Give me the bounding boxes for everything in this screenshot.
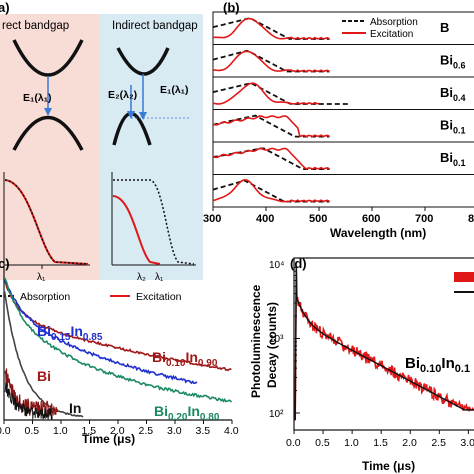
direct-e1-label: E₁(λ₁) bbox=[23, 92, 52, 104]
b-absorption-curve bbox=[213, 18, 330, 39]
panel-b-rows: BBi0.6Bi0.4Bi0.1Bi0.1 bbox=[213, 18, 474, 201]
c-label-bi: Bi bbox=[37, 368, 51, 384]
b-xtick-label: 700 bbox=[415, 213, 433, 225]
direct-lambda1-label: λ₁ bbox=[37, 272, 46, 283]
indirect-e1-label: E₁(λ₁) bbox=[160, 84, 189, 96]
c-xtick-label: 0.0 bbox=[0, 425, 11, 437]
b-excitation-curve bbox=[213, 180, 330, 202]
b-excitation-curve bbox=[213, 83, 319, 104]
c-xtick-label: 3.5 bbox=[196, 425, 211, 437]
panel-d-xlabel: Time (μs) bbox=[362, 459, 415, 473]
b-row-label-sub: 0.1 bbox=[453, 158, 466, 168]
panel-d-xticks: 0.00.51.01.52.02.53.03. bbox=[286, 430, 474, 449]
c-xtick-label: 4.0 bbox=[224, 425, 239, 437]
c-label-in: In bbox=[69, 400, 81, 416]
d-ylabel-line2: Decay (counts) bbox=[265, 302, 279, 388]
b-legend-excitation-text: Excitation bbox=[370, 29, 413, 40]
c-xtick-label: 3.0 bbox=[167, 425, 182, 437]
indirect-lambda2-label: λ₂ bbox=[137, 272, 146, 283]
b-row-label-main: Bi bbox=[440, 53, 453, 68]
panel-b-xlabel: Wavelength (nm) bbox=[330, 226, 426, 240]
b-row-label-main: B bbox=[440, 20, 449, 35]
c-label-bi015: Bi0.15In0.85 bbox=[37, 323, 103, 343]
d-legend-red-swatch bbox=[454, 272, 474, 282]
b-row-label: B bbox=[440, 20, 449, 35]
direct-title: rect bandgap bbox=[2, 20, 69, 32]
d-xtick-label: 1.5 bbox=[373, 437, 388, 449]
d-ytick-1e2: 10² bbox=[269, 409, 284, 420]
b-row-label: Bi0.1 bbox=[440, 150, 466, 168]
c-xtick-label: 1.0 bbox=[53, 425, 68, 437]
panel-c-xlabel: Time (μs) bbox=[82, 432, 135, 446]
b-xtick-label: 400 bbox=[256, 213, 274, 225]
indirect-title: Indirect bandgap bbox=[112, 20, 198, 32]
d-xtick-label: 2.0 bbox=[402, 437, 417, 449]
d-xtick-label: 0.5 bbox=[315, 437, 330, 449]
b-row-label-sub: 0.1 bbox=[453, 126, 466, 136]
d-ytick-1e4: 10⁴ bbox=[269, 260, 284, 271]
b-excitation-curve bbox=[213, 116, 330, 137]
panel-b: (b) BBi0.6Bi0.4Bi0.1Bi0.1 Absorption Exc… bbox=[203, 0, 474, 240]
panel-c-label: c) bbox=[0, 256, 10, 271]
b-excitation-curve bbox=[213, 19, 330, 39]
c-xtick-label: 2.5 bbox=[139, 425, 154, 437]
b-row-label: Bi0.1 bbox=[440, 118, 466, 136]
d-decay-data bbox=[295, 267, 474, 420]
d-ylabel-line1: Photoluminescence bbox=[249, 284, 263, 398]
panel-d-frame bbox=[294, 258, 474, 430]
b-xtick-label: 300 bbox=[203, 213, 221, 225]
panel-a-label: a) bbox=[0, 0, 10, 15]
b-row-label-sub: 0.6 bbox=[453, 61, 466, 71]
d-xtick-label: 1.0 bbox=[344, 437, 359, 449]
legend-excitation-text: Excitation bbox=[136, 291, 182, 303]
legend-absorption-text: Absorption bbox=[20, 291, 70, 303]
b-absorption-curve bbox=[213, 116, 330, 137]
b-row-label: Bi0.6 bbox=[440, 53, 466, 71]
b-absorption-curve bbox=[213, 83, 351, 104]
indirect-bg bbox=[100, 14, 203, 280]
b-absorption-curve bbox=[213, 148, 330, 169]
panel-d-curves bbox=[294, 267, 474, 420]
c-xtick-label: 0.5 bbox=[25, 425, 40, 437]
c-label-bi010: Bi0.10In0.90 bbox=[152, 349, 218, 369]
panel-c: c) 0.0 0.5 1.0 1.5 2.0 2.5 3.0 3.5 4.0 Bi0.15In0… bbox=[0, 256, 239, 446]
d-annotation: Bi0.10In0.1 bbox=[405, 355, 470, 375]
d-xtick-label: 0.0 bbox=[286, 437, 301, 449]
b-xtick-label: 500 bbox=[309, 213, 327, 225]
panel-d: (d) 0.00.51.01.52.02.53.03. 10⁴ 10³ 10² … bbox=[249, 256, 474, 473]
b-row-label-main: Bi bbox=[440, 150, 453, 165]
b-legend-absorption-text: Absorption bbox=[370, 17, 418, 28]
d-xtick-label: 3.0 bbox=[460, 437, 474, 449]
b-xtick-label: 600 bbox=[362, 213, 380, 225]
panel-b-label: (b) bbox=[223, 0, 240, 15]
indirect-lambda1-label: λ₁ bbox=[155, 272, 164, 283]
b-row-label-sub: 0.4 bbox=[453, 93, 466, 103]
b-row-label-main: Bi bbox=[440, 85, 453, 100]
panel-a: a) rect bandgap Indirect bandgap E₁(λ₁) … bbox=[0, 0, 203, 303]
panel-b-xticks: 300 400 500 600 700 800 bbox=[203, 207, 474, 225]
b-row-label-main: Bi bbox=[440, 118, 453, 133]
b-row-label: Bi0.4 bbox=[440, 85, 466, 103]
indirect-e2-label: E₂(λ₂) bbox=[108, 89, 137, 101]
d-xtick-label: 2.5 bbox=[431, 437, 446, 449]
b-xtick-label: 800 bbox=[468, 213, 474, 225]
